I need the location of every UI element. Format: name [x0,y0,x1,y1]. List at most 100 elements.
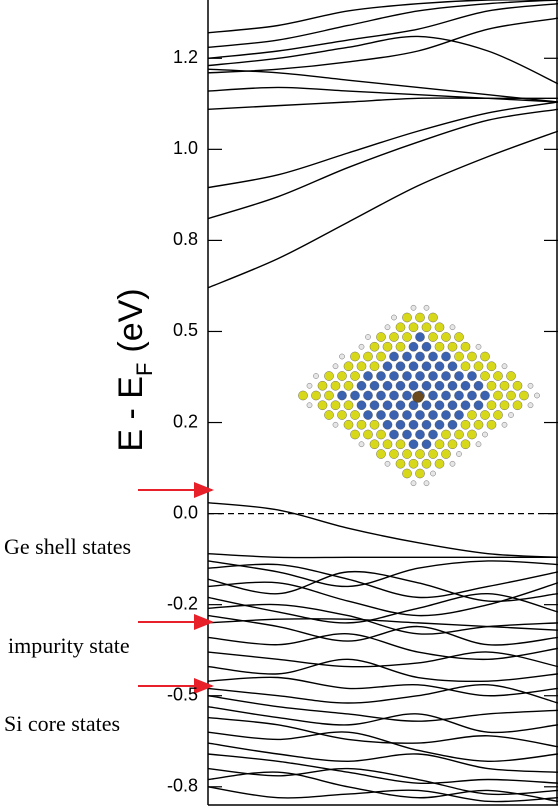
atom [487,362,496,371]
atom [376,449,385,458]
atom [441,371,450,380]
atom [337,371,346,380]
atom [441,430,450,439]
atom [415,352,424,361]
atom [411,305,416,310]
atom [454,332,463,341]
atom [396,381,405,390]
atom [448,440,457,449]
atom [534,393,539,398]
atom [402,391,411,400]
atom [415,313,424,322]
atom [389,352,398,361]
atom [402,371,411,380]
atom [467,391,476,400]
atom [396,459,405,468]
atom [409,323,418,332]
atom [409,362,418,371]
atom [409,420,418,429]
atom [441,449,450,458]
atom [383,362,392,371]
y-tick-label: 0.8 [173,229,198,249]
atom [363,391,372,400]
atom [307,403,312,408]
atom [357,381,366,390]
atom [487,401,496,410]
atom [461,342,470,351]
atom [389,332,398,341]
atom [448,381,457,390]
atom [383,401,392,410]
atom [331,401,340,410]
atom [357,401,366,410]
atom [411,481,416,486]
atom [476,442,481,447]
atom [370,420,379,429]
chart: E - EF(eV) Ge shell states impurity stat… [0,0,558,810]
atom [454,430,463,439]
annotation: impurity state [8,633,130,658]
atom [422,323,431,332]
atom [441,332,450,341]
band-line [208,36,558,83]
atom [513,381,522,390]
atom [383,381,392,390]
atom [502,422,507,427]
atom [450,325,455,330]
band-line [208,743,558,772]
annotation: Ge shell states [4,534,131,559]
atom [448,342,457,351]
atom [500,381,509,390]
atom [402,449,411,458]
atom [313,373,318,378]
atom [350,352,359,361]
atom [318,381,327,390]
atom [402,352,411,361]
atom [474,381,483,390]
atom [389,391,398,400]
atom [370,362,379,371]
atom [435,401,444,410]
atom [461,381,470,390]
atom [383,420,392,429]
atom [359,344,364,349]
atom [324,391,333,400]
atom [456,451,461,456]
atom [428,332,437,341]
atom [350,410,359,419]
annotation: Si core states [4,711,120,736]
band-line [208,0,558,33]
y-tick-label: 1.2 [173,47,198,67]
atom [350,371,359,380]
band-line [208,582,558,615]
atom [424,305,429,310]
atom [441,410,450,419]
atom [474,401,483,410]
atom [389,410,398,419]
atom [402,469,411,478]
atom [422,342,431,351]
y-axis-label: E - EF(eV) [112,288,157,451]
atom [324,371,333,380]
atom [467,352,476,361]
atom [424,481,429,486]
atom [502,364,507,369]
atom [333,364,338,369]
atom [528,403,533,408]
atom [376,332,385,341]
atom [344,362,353,371]
atom [415,371,424,380]
atom [370,342,379,351]
band-line [208,707,558,733]
atom [409,381,418,390]
atom [476,344,481,349]
atom [339,354,344,359]
atom [448,420,457,429]
atom [428,391,437,400]
atom [480,352,489,361]
atom [324,410,333,419]
band-line [208,754,558,783]
atom [493,371,502,380]
band-line [208,503,558,558]
band-line [208,772,558,801]
